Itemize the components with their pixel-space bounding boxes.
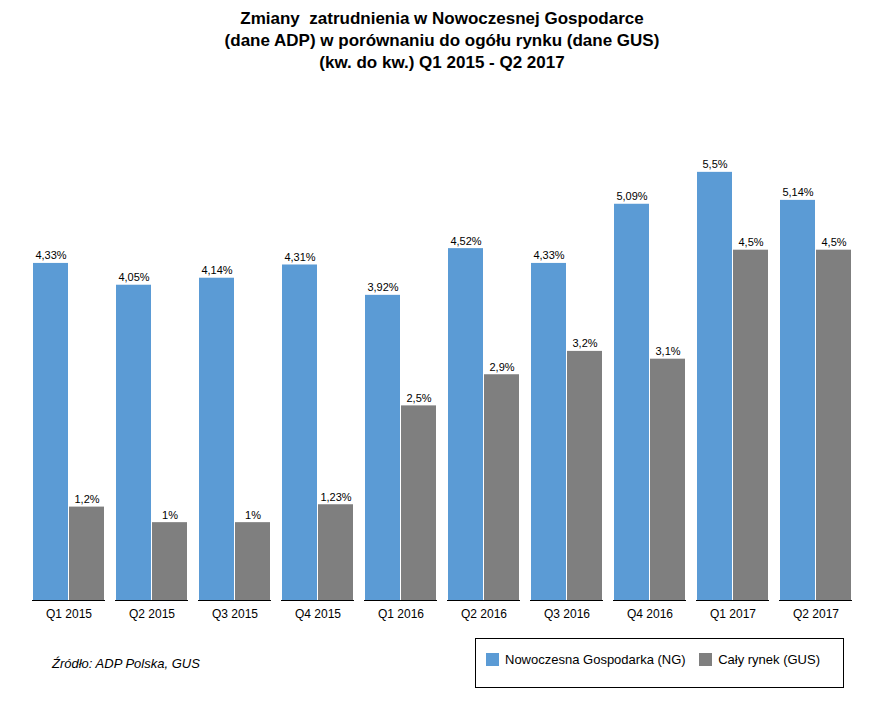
svg-text:Q2 2016: Q2 2016 xyxy=(461,607,507,621)
html-text:Źródło: ADP Polska, GUS: Źródło: ADP Polska, GUS xyxy=(52,655,200,671)
svg-text:4,05%: 4,05% xyxy=(118,272,149,284)
svg-text:1,23%: 1,23% xyxy=(320,491,351,503)
svg-text:4,52%: 4,52% xyxy=(450,235,481,247)
svg-text:Q4 2016: Q4 2016 xyxy=(627,607,673,621)
svg-text:1%: 1% xyxy=(162,509,178,521)
html-text:Zmiany zatrudnienia w Nowoczes: Zmiany zatrudnienia w Nowoczesnej Gospod… xyxy=(224,9,660,73)
svg-text:Q2 2017: Q2 2017 xyxy=(793,607,839,621)
svg-text:3,1%: 3,1% xyxy=(655,345,680,357)
svg-text:4,33%: 4,33% xyxy=(35,250,66,262)
svg-text:Q1 2015: Q1 2015 xyxy=(46,607,92,621)
svg-text:4,5%: 4,5% xyxy=(738,236,763,248)
svg-text:3,92%: 3,92% xyxy=(367,282,398,294)
svg-text:Q2 2015: Q2 2015 xyxy=(129,607,175,621)
svg-text:5,09%: 5,09% xyxy=(616,191,647,203)
svg-text:Q1 2017: Q1 2017 xyxy=(710,607,756,621)
svg-text:Q3 2015: Q3 2015 xyxy=(212,607,258,621)
svg-text:5,5%: 5,5% xyxy=(702,159,727,171)
svg-text:1,2%: 1,2% xyxy=(74,493,99,505)
svg-text:4,14%: 4,14% xyxy=(201,264,232,276)
html-text:Nowoczesna Gospodarka (NG): Nowoczesna Gospodarka (NG) xyxy=(505,652,686,668)
svg-text:2,9%: 2,9% xyxy=(489,361,514,373)
svg-text:4,33%: 4,33% xyxy=(533,250,564,262)
svg-text:Q1 2016: Q1 2016 xyxy=(378,607,424,621)
svg-text:Q4 2015: Q4 2015 xyxy=(295,607,341,621)
svg-text:1%: 1% xyxy=(245,509,261,521)
html-text:Cały rynek (GUS): Cały rynek (GUS) xyxy=(718,652,820,668)
svg-text:5,14%: 5,14% xyxy=(782,187,813,199)
svg-text:4,5%: 4,5% xyxy=(821,236,846,248)
svg-text:4,31%: 4,31% xyxy=(284,251,315,263)
svg-text:2,5%: 2,5% xyxy=(406,392,431,404)
svg-text:Q3 2016: Q3 2016 xyxy=(544,607,590,621)
svg-text:3,2%: 3,2% xyxy=(572,338,597,350)
